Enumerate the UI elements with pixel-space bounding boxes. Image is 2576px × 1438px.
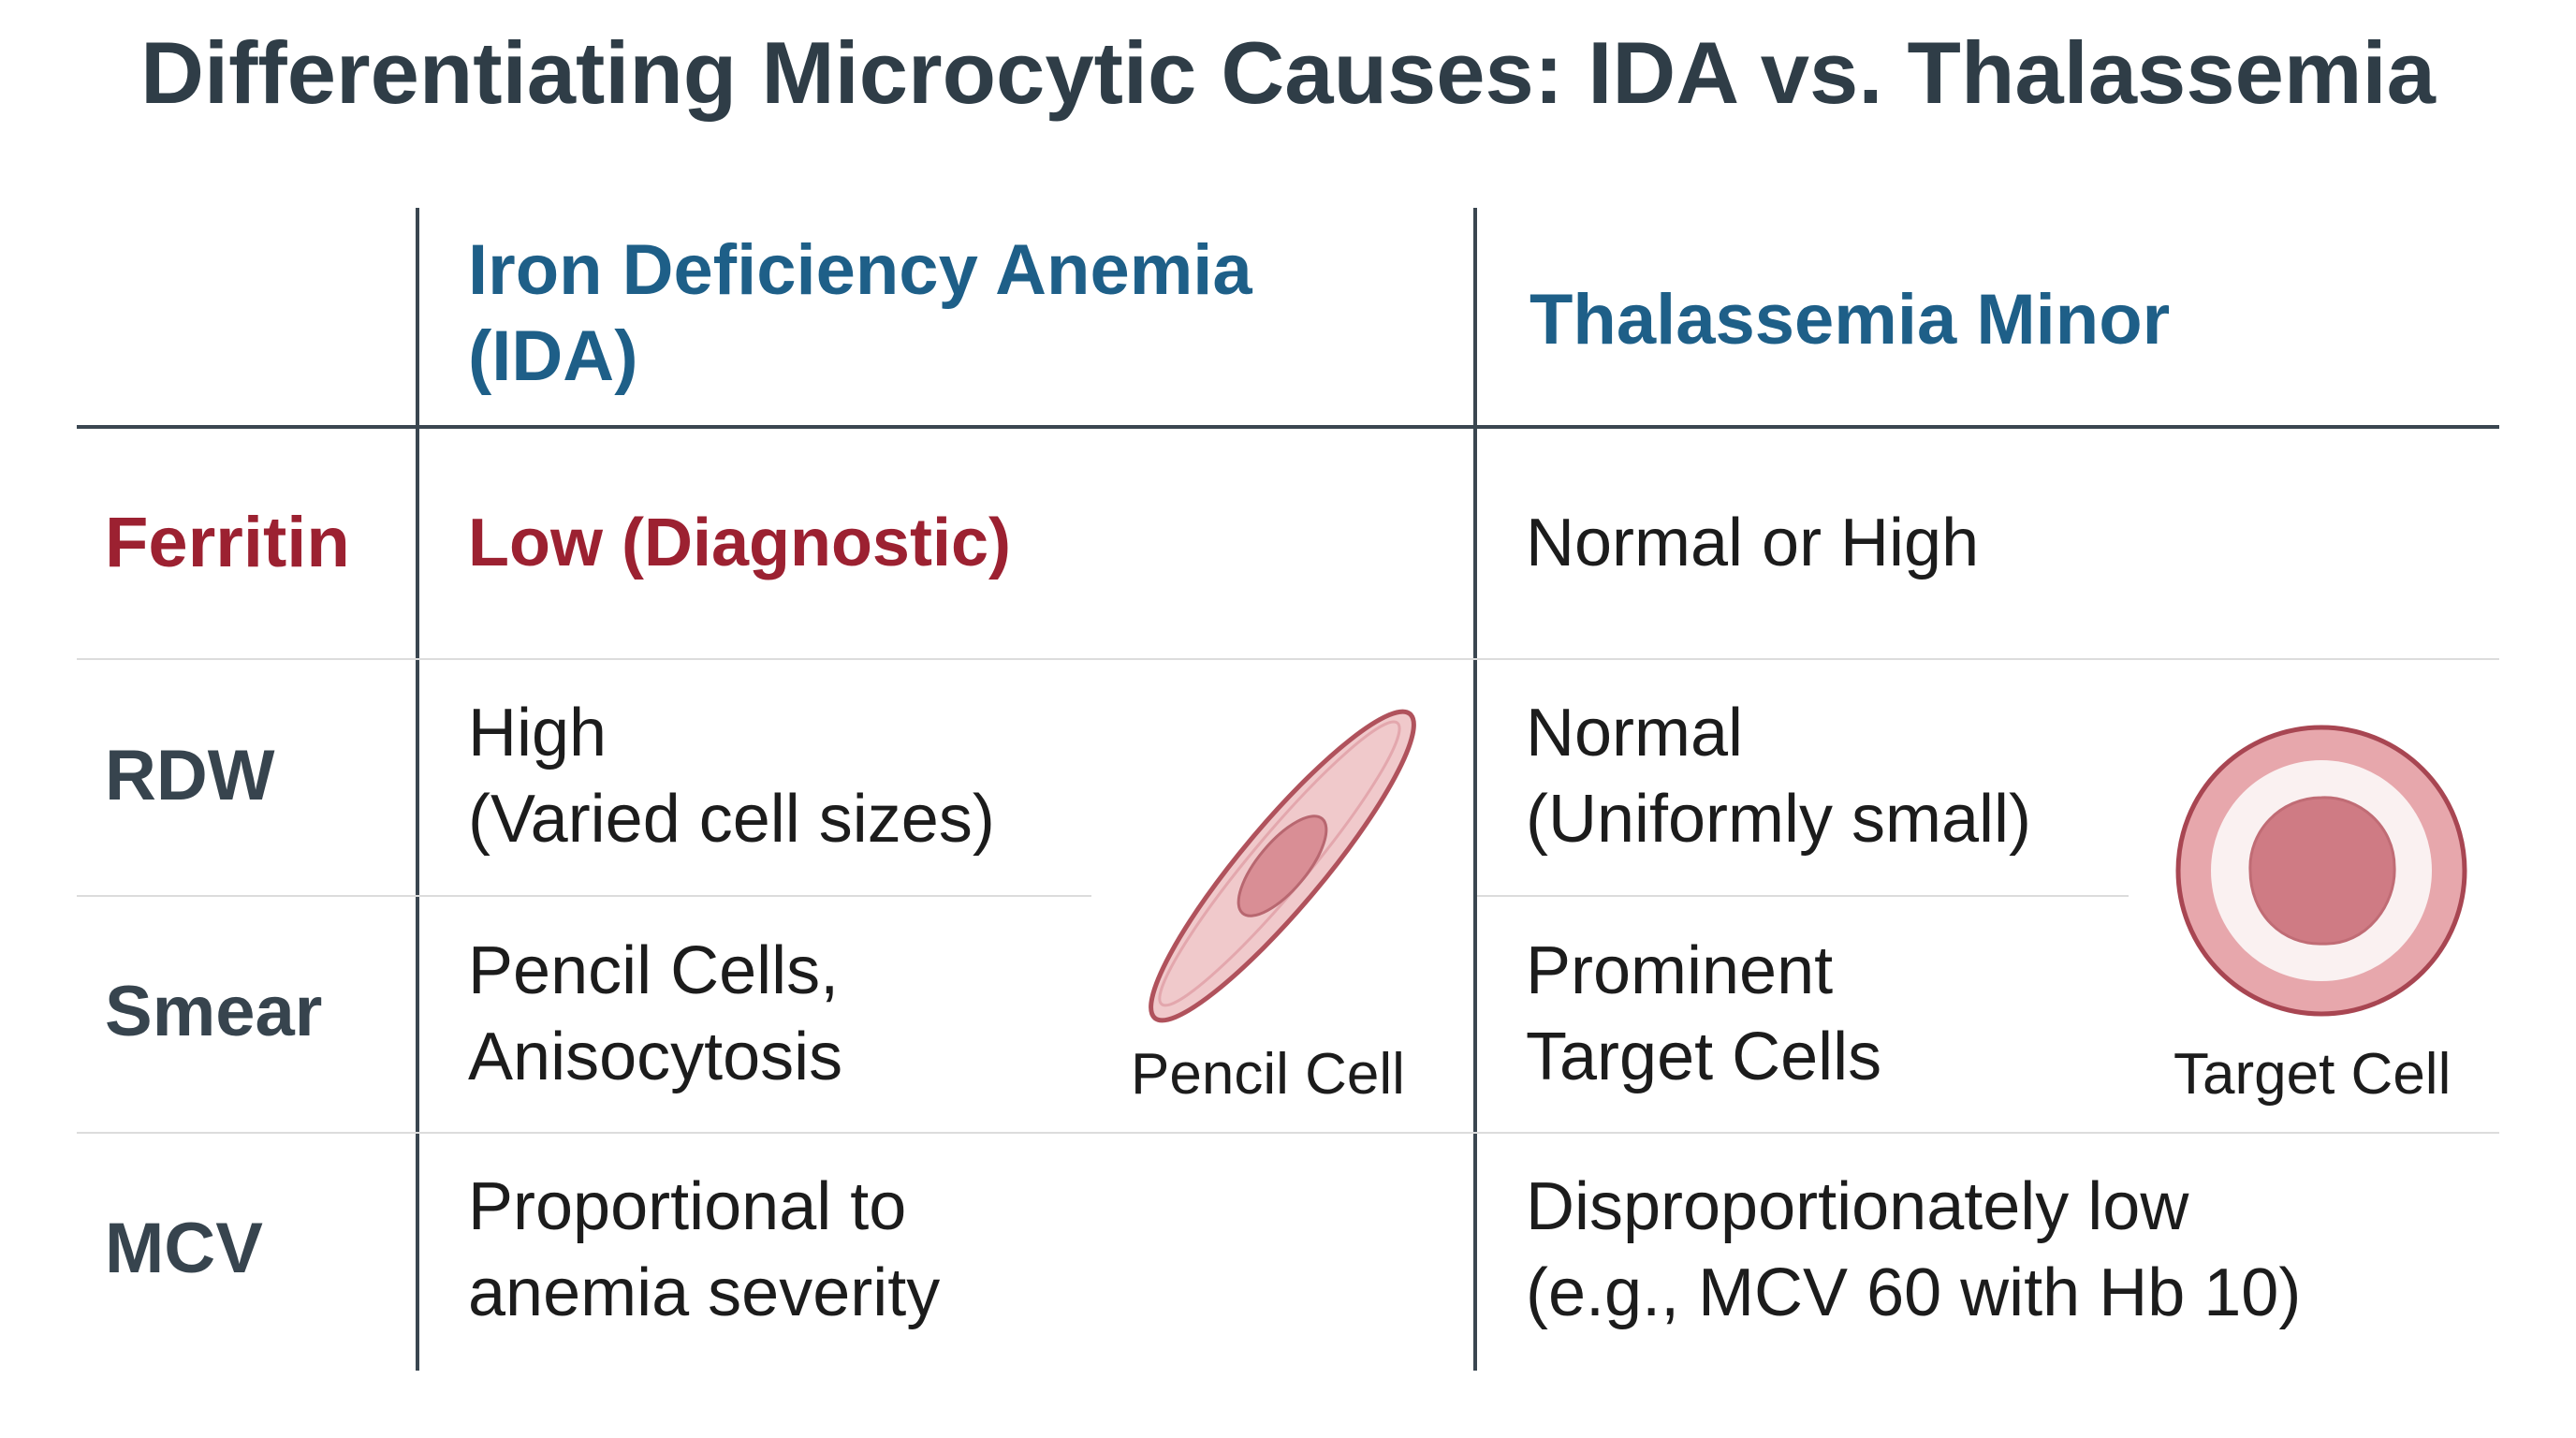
smear-ida-value-line2: Anisocytosis — [468, 1020, 843, 1094]
column-divider-left — [416, 208, 419, 1371]
column-header-thalassemia: Thalassemia Minor — [1530, 280, 2171, 360]
row-label-rdw: RDW — [105, 736, 275, 815]
smear-thal-value-line2: Target Cells — [1526, 1020, 1882, 1094]
rdw-ida-value-line1: High — [468, 696, 607, 770]
column-header-ida-line2: (IDA) — [468, 316, 638, 396]
row-divider-smear — [77, 1132, 2499, 1134]
column-header-ida-line1: Iron Deficiency Anemia — [468, 230, 1252, 310]
row-label-smear: Smear — [105, 972, 323, 1051]
smear-thal-value-line1: Prominent — [1526, 933, 1834, 1008]
pencil-cell-icon — [1149, 709, 1416, 1023]
column-divider-middle — [1473, 208, 1477, 1371]
pencil-cell-caption: Pencil Cell — [1131, 1042, 1405, 1107]
target-cell-icon — [2175, 725, 2467, 1017]
ferritin-ida-value: Low (Diagnostic) — [468, 506, 1011, 580]
target-cell-caption: Target Cell — [2174, 1042, 2452, 1107]
mcv-ida-value-line1: Proportional to — [468, 1169, 907, 1244]
rdw-thal-value-line2: (Uniformly small) — [1526, 782, 2031, 857]
row-label-mcv: MCV — [105, 1209, 263, 1288]
rdw-ida-value-line2: (Varied cell sizes) — [468, 782, 995, 857]
row-divider-rdw-thal — [1477, 895, 2129, 897]
page-title: Differentiating Microcytic Causes: IDA v… — [140, 23, 2436, 122]
row-divider-rdw-ida — [77, 895, 1091, 897]
row-divider-ferritin — [77, 658, 2499, 660]
mcv-ida-value-line2: anemia severity — [468, 1255, 941, 1330]
ferritin-thal-value: Normal or High — [1526, 506, 1980, 580]
smear-ida-value-line1: Pencil Cells, — [468, 933, 840, 1008]
row-label-ferritin: Ferritin — [105, 503, 350, 582]
mcv-thal-value-line2: (e.g., MCV 60 with Hb 10) — [1526, 1255, 2302, 1330]
rdw-thal-value-line1: Normal — [1526, 696, 1744, 770]
header-divider — [77, 425, 2499, 429]
mcv-thal-value-line1: Disproportionately low — [1526, 1169, 2189, 1244]
